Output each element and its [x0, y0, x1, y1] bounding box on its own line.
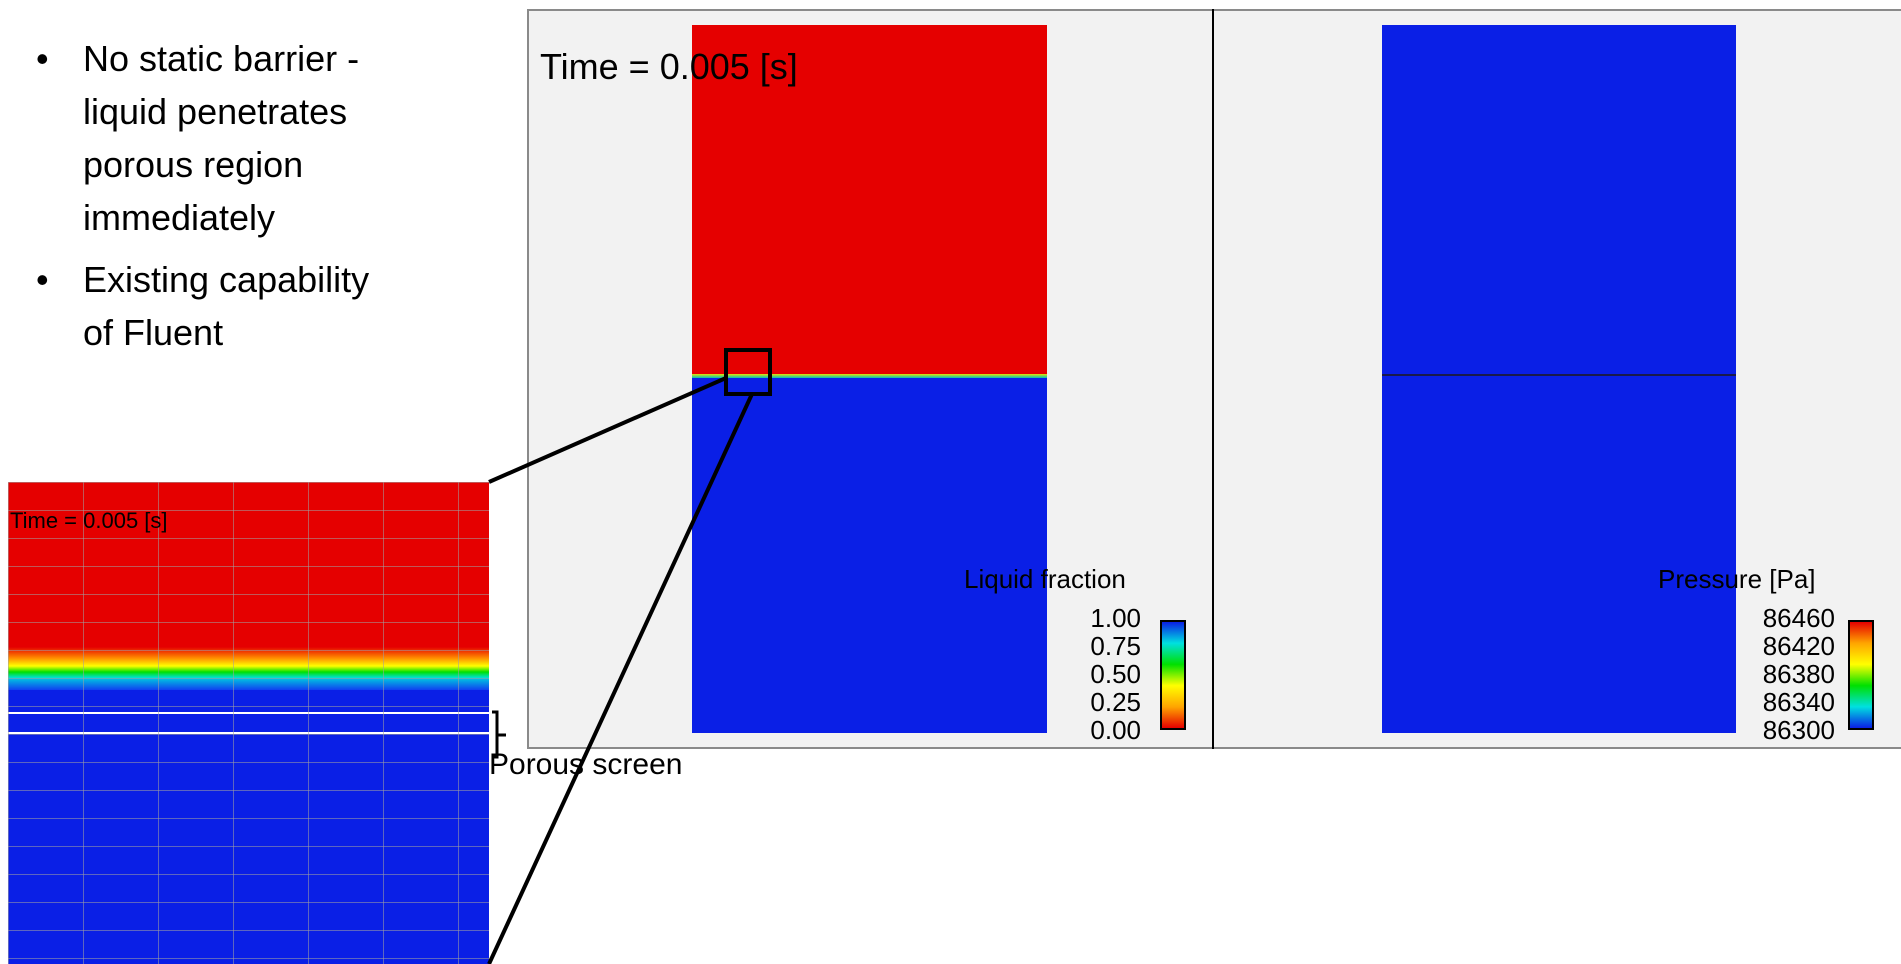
- liquid-fraction-contour: [692, 25, 1047, 733]
- zoom-inset: [8, 482, 489, 964]
- bullet-dot-icon: •: [36, 38, 49, 79]
- liquid-legend-tick: 0.75: [1090, 631, 1141, 661]
- liquid-interface: [692, 374, 1047, 378]
- bullet-line: liquid penetrates: [83, 91, 348, 132]
- pressure-legend-tick: 86460: [1762, 603, 1835, 633]
- liquid-legend-tick: 0.50: [1090, 659, 1141, 689]
- gas-region: [692, 378, 1047, 733]
- bullet-list: • No static barrier - liquid penetrates …: [26, 32, 446, 368]
- bullet-item: • No static barrier - liquid penetrates …: [26, 32, 446, 244]
- inset-mesh-grid: [8, 482, 489, 964]
- pressure-legend-tick: 86380: [1762, 659, 1835, 689]
- liquid-legend-tick: 0.00: [1090, 715, 1141, 745]
- bullet-line: of Fluent: [83, 312, 224, 353]
- bullet-line: porous region: [83, 144, 304, 185]
- liquid-colorbar: [1160, 620, 1186, 730]
- pressure-legend-title: Pressure [Pa]: [1658, 564, 1816, 594]
- liquid-legend-tick: 1.00: [1090, 603, 1141, 633]
- pressure-interface-line: [1382, 374, 1736, 376]
- bullet-line: immediately: [83, 197, 276, 238]
- main-time-label: Time = 0.005 [s]: [540, 46, 798, 87]
- bullet-item: • Existing capability of Fluent: [26, 253, 446, 359]
- bullet-line: No static barrier -: [83, 38, 360, 79]
- liquid-region: [692, 25, 1047, 374]
- bullet-dot-icon: •: [36, 259, 49, 300]
- pressure-colorbar: [1848, 620, 1874, 730]
- porous-screen-label: Porous screen: [489, 748, 683, 781]
- pressure-contour: [1382, 25, 1736, 733]
- pressure-legend-tick: 86340: [1762, 687, 1835, 717]
- bullet-line: Existing capability: [83, 259, 370, 300]
- panel-divider: [1212, 9, 1214, 749]
- liquid-legend-title: Liquid fraction: [964, 564, 1126, 594]
- liquid-legend-tick: 0.25: [1090, 687, 1141, 717]
- pressure-legend-tick: 86420: [1762, 631, 1835, 661]
- pressure-legend-tick: 86300: [1762, 715, 1835, 745]
- inset-time-label: Time = 0.005 [s]: [10, 508, 168, 533]
